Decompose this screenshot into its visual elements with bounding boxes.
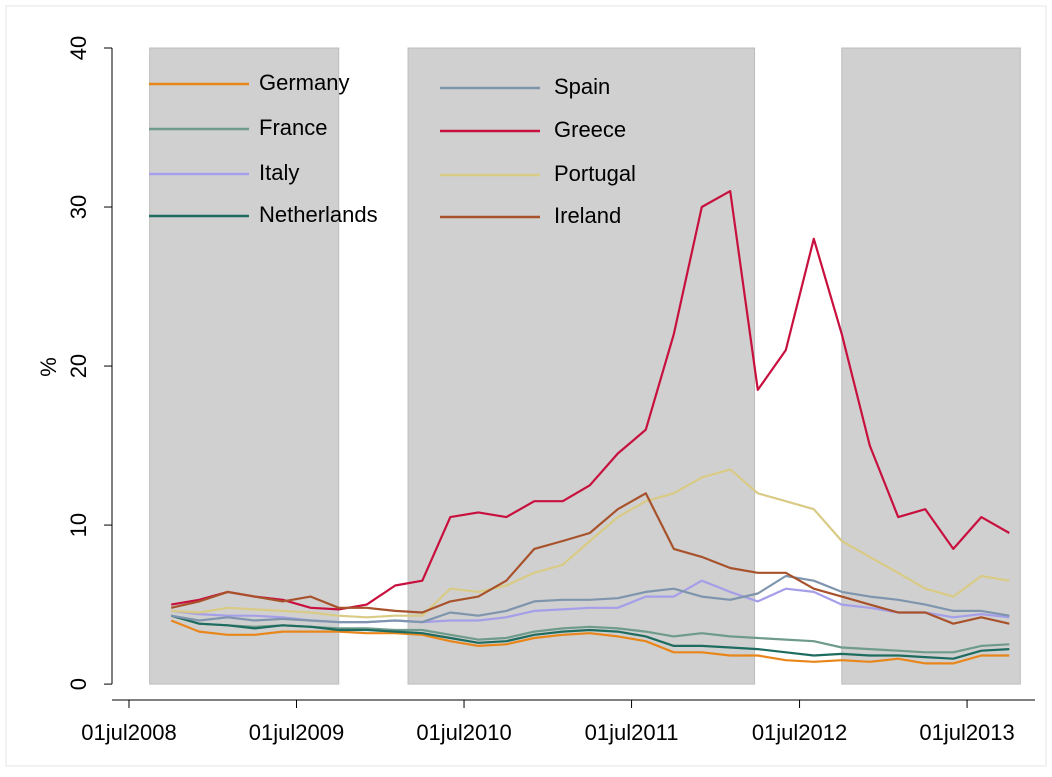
- legend-label: Netherlands: [259, 202, 378, 227]
- series-line: [171, 574, 1010, 624]
- x-tick-label: 01jul2012: [752, 720, 847, 745]
- legend-label: Greece: [554, 117, 626, 142]
- y-tick-label: 30: [66, 195, 91, 219]
- y-tick-label: 40: [66, 36, 91, 60]
- y-axis-label: %: [36, 357, 61, 377]
- legend-label: Spain: [554, 74, 610, 99]
- shaded-period: [407, 47, 756, 685]
- series-line: [170, 619, 1010, 665]
- y-tick-label: 20: [66, 354, 91, 378]
- x-tick-label: 01jul2008: [81, 720, 176, 745]
- series-line: [171, 468, 1010, 619]
- x-tick-label: 01jul2010: [416, 720, 511, 745]
- series-line: [171, 190, 1010, 611]
- legend-label: Germany: [259, 70, 349, 95]
- series-line: [170, 614, 1010, 660]
- x-tick-label: 01jul2009: [249, 720, 344, 745]
- legend-label: Italy: [259, 160, 299, 185]
- series-line: [170, 492, 1010, 625]
- shaded-period: [841, 47, 1021, 685]
- legend-label: Ireland: [554, 203, 621, 228]
- legend-label: Portugal: [554, 161, 636, 186]
- y-tick-label: 0: [66, 678, 91, 690]
- legend-label: France: [259, 115, 327, 140]
- shaded-period: [149, 47, 340, 685]
- x-tick-label: 01jul2013: [919, 720, 1014, 745]
- y-tick-label: 10: [66, 513, 91, 537]
- x-tick-label: 01jul2011: [585, 720, 679, 745]
